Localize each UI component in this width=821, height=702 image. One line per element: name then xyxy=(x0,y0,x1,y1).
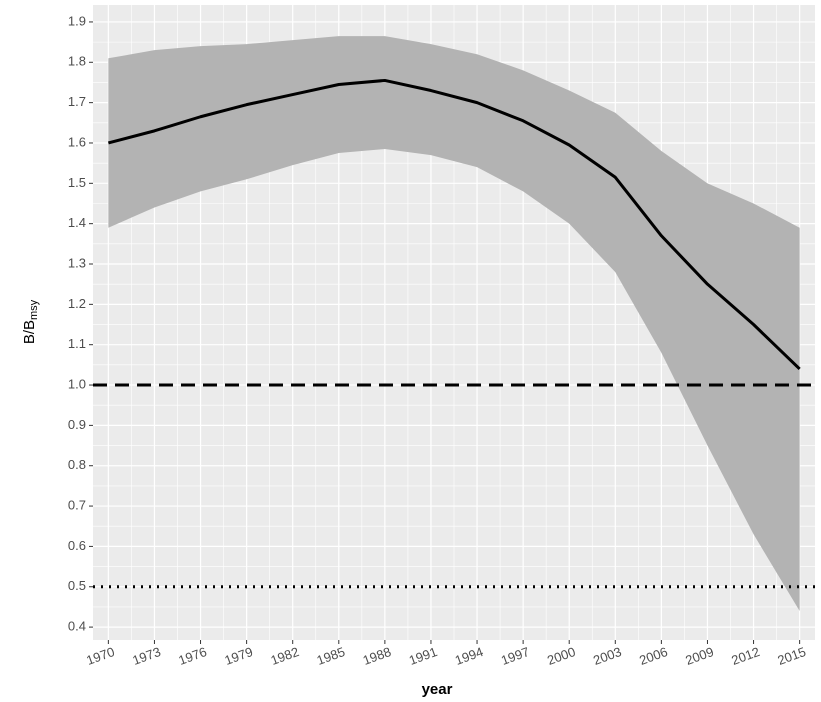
x-tick-label: 2003 xyxy=(591,644,623,668)
x-tick-label: 2009 xyxy=(683,644,715,668)
y-tick-label: 1.2 xyxy=(68,296,86,311)
y-axis-title-sub: msy xyxy=(28,299,40,320)
confidence-ribbon xyxy=(108,36,800,611)
y-tick-label: 1.5 xyxy=(68,175,86,190)
x-tick-label: 1979 xyxy=(223,644,255,668)
x-axis-title: year xyxy=(422,681,453,698)
x-tick-label: 1985 xyxy=(315,644,347,668)
x-tick-label: 1991 xyxy=(407,644,439,668)
y-tick-label: 1.3 xyxy=(68,255,86,270)
x-tick-label: 2006 xyxy=(637,644,669,668)
y-tick-label: 0.6 xyxy=(68,538,86,553)
y-tick-label: 1.8 xyxy=(68,54,86,69)
y-tick-label: 0.7 xyxy=(68,497,86,512)
y-tick-label: 1.0 xyxy=(68,376,86,391)
x-tick-label: 2015 xyxy=(776,644,808,668)
y-tick-label: 1.1 xyxy=(68,336,86,351)
x-tick-label: 1997 xyxy=(499,644,531,668)
x-tick-label: 1976 xyxy=(176,644,208,668)
x-tick-label: 1988 xyxy=(361,644,393,668)
y-tick-label: 0.8 xyxy=(68,457,86,472)
y-tick-label: 1.7 xyxy=(68,94,86,109)
y-tick-label: 0.5 xyxy=(68,578,86,593)
y-tick-label: 0.9 xyxy=(68,417,86,432)
x-tick-label: 1970 xyxy=(84,644,116,668)
y-axis-title: B/Bmsy xyxy=(21,299,40,344)
x-tick-label: 1982 xyxy=(269,644,301,668)
x-tick-label: 2000 xyxy=(545,644,577,668)
y-tick-label: 0.4 xyxy=(68,619,86,634)
y-axis-title-main: B/B xyxy=(21,320,38,344)
x-tick-label: 2012 xyxy=(729,644,761,668)
y-tick-label: 1.9 xyxy=(68,13,86,28)
y-tick-label: 1.4 xyxy=(68,215,86,230)
x-tick-label: 1994 xyxy=(453,644,485,668)
y-tick-label: 1.6 xyxy=(68,134,86,149)
x-tick-label: 1973 xyxy=(130,644,162,668)
line xyxy=(107,78,801,370)
